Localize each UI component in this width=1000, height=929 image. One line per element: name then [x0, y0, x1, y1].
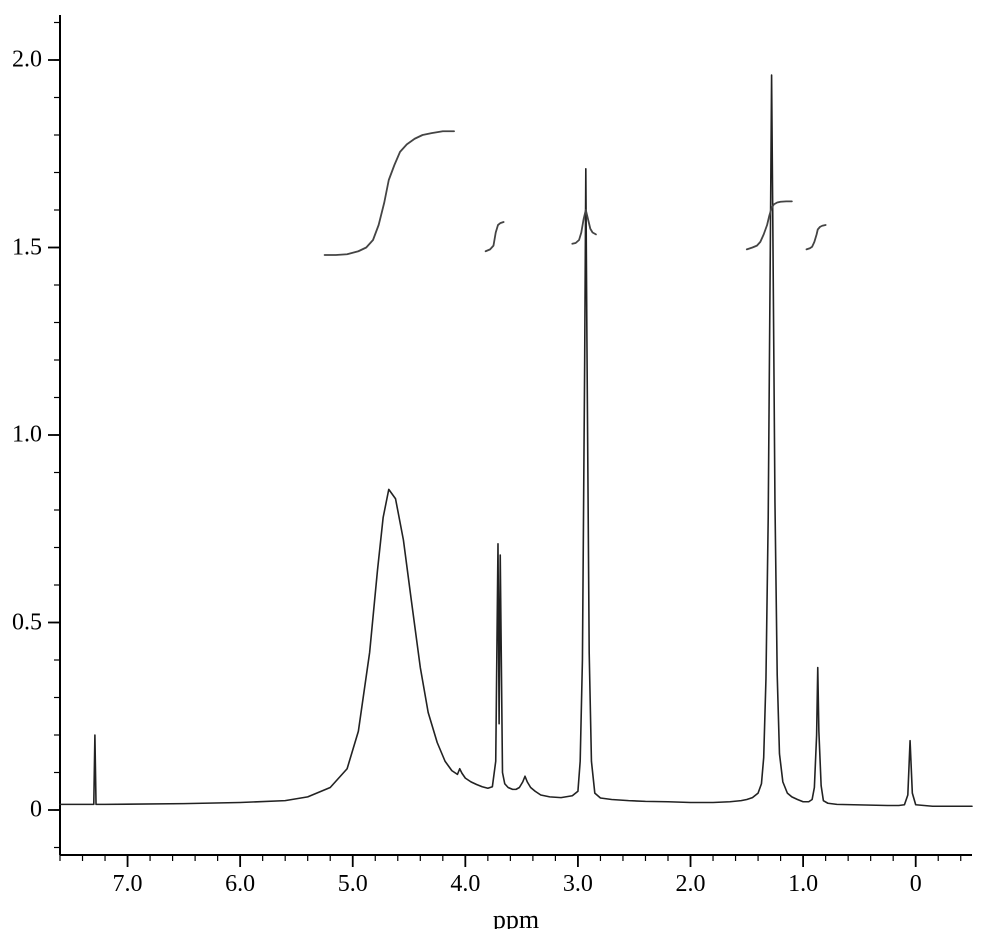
integral-trace — [747, 201, 792, 249]
integral-trace — [486, 222, 504, 251]
integral-trace — [325, 131, 454, 255]
integral-trace — [806, 225, 825, 249]
x-tick-label: 2.0 — [676, 871, 706, 898]
y-tick-label: 2.0 — [0, 47, 42, 74]
y-tick-label: 0.5 — [0, 609, 42, 636]
spectrum-trace — [60, 75, 972, 806]
x-tick-label: 7.0 — [113, 871, 143, 898]
x-tick-label: 0 — [910, 871, 922, 898]
y-tick-label: 1.0 — [0, 422, 42, 449]
nmr-spectrum-chart: ppm 0 1.0 2.0 3.0 4.0 5.0 6.0 7.0 0 0.5 1.0 1.5 2.0 — [0, 0, 1000, 929]
x-tick-label: 6.0 — [225, 871, 255, 898]
x-tick-label: 5.0 — [338, 871, 368, 898]
y-tick-label: 1.5 — [0, 234, 42, 261]
plot-svg — [0, 0, 1000, 929]
x-tick-label: 1.0 — [788, 871, 818, 898]
x-tick-label: 3.0 — [563, 871, 593, 898]
x-tick-label: 4.0 — [450, 871, 480, 898]
integral-trace — [572, 210, 596, 244]
y-tick-label: 0 — [0, 797, 42, 824]
x-axis-title: ppm — [493, 905, 539, 929]
